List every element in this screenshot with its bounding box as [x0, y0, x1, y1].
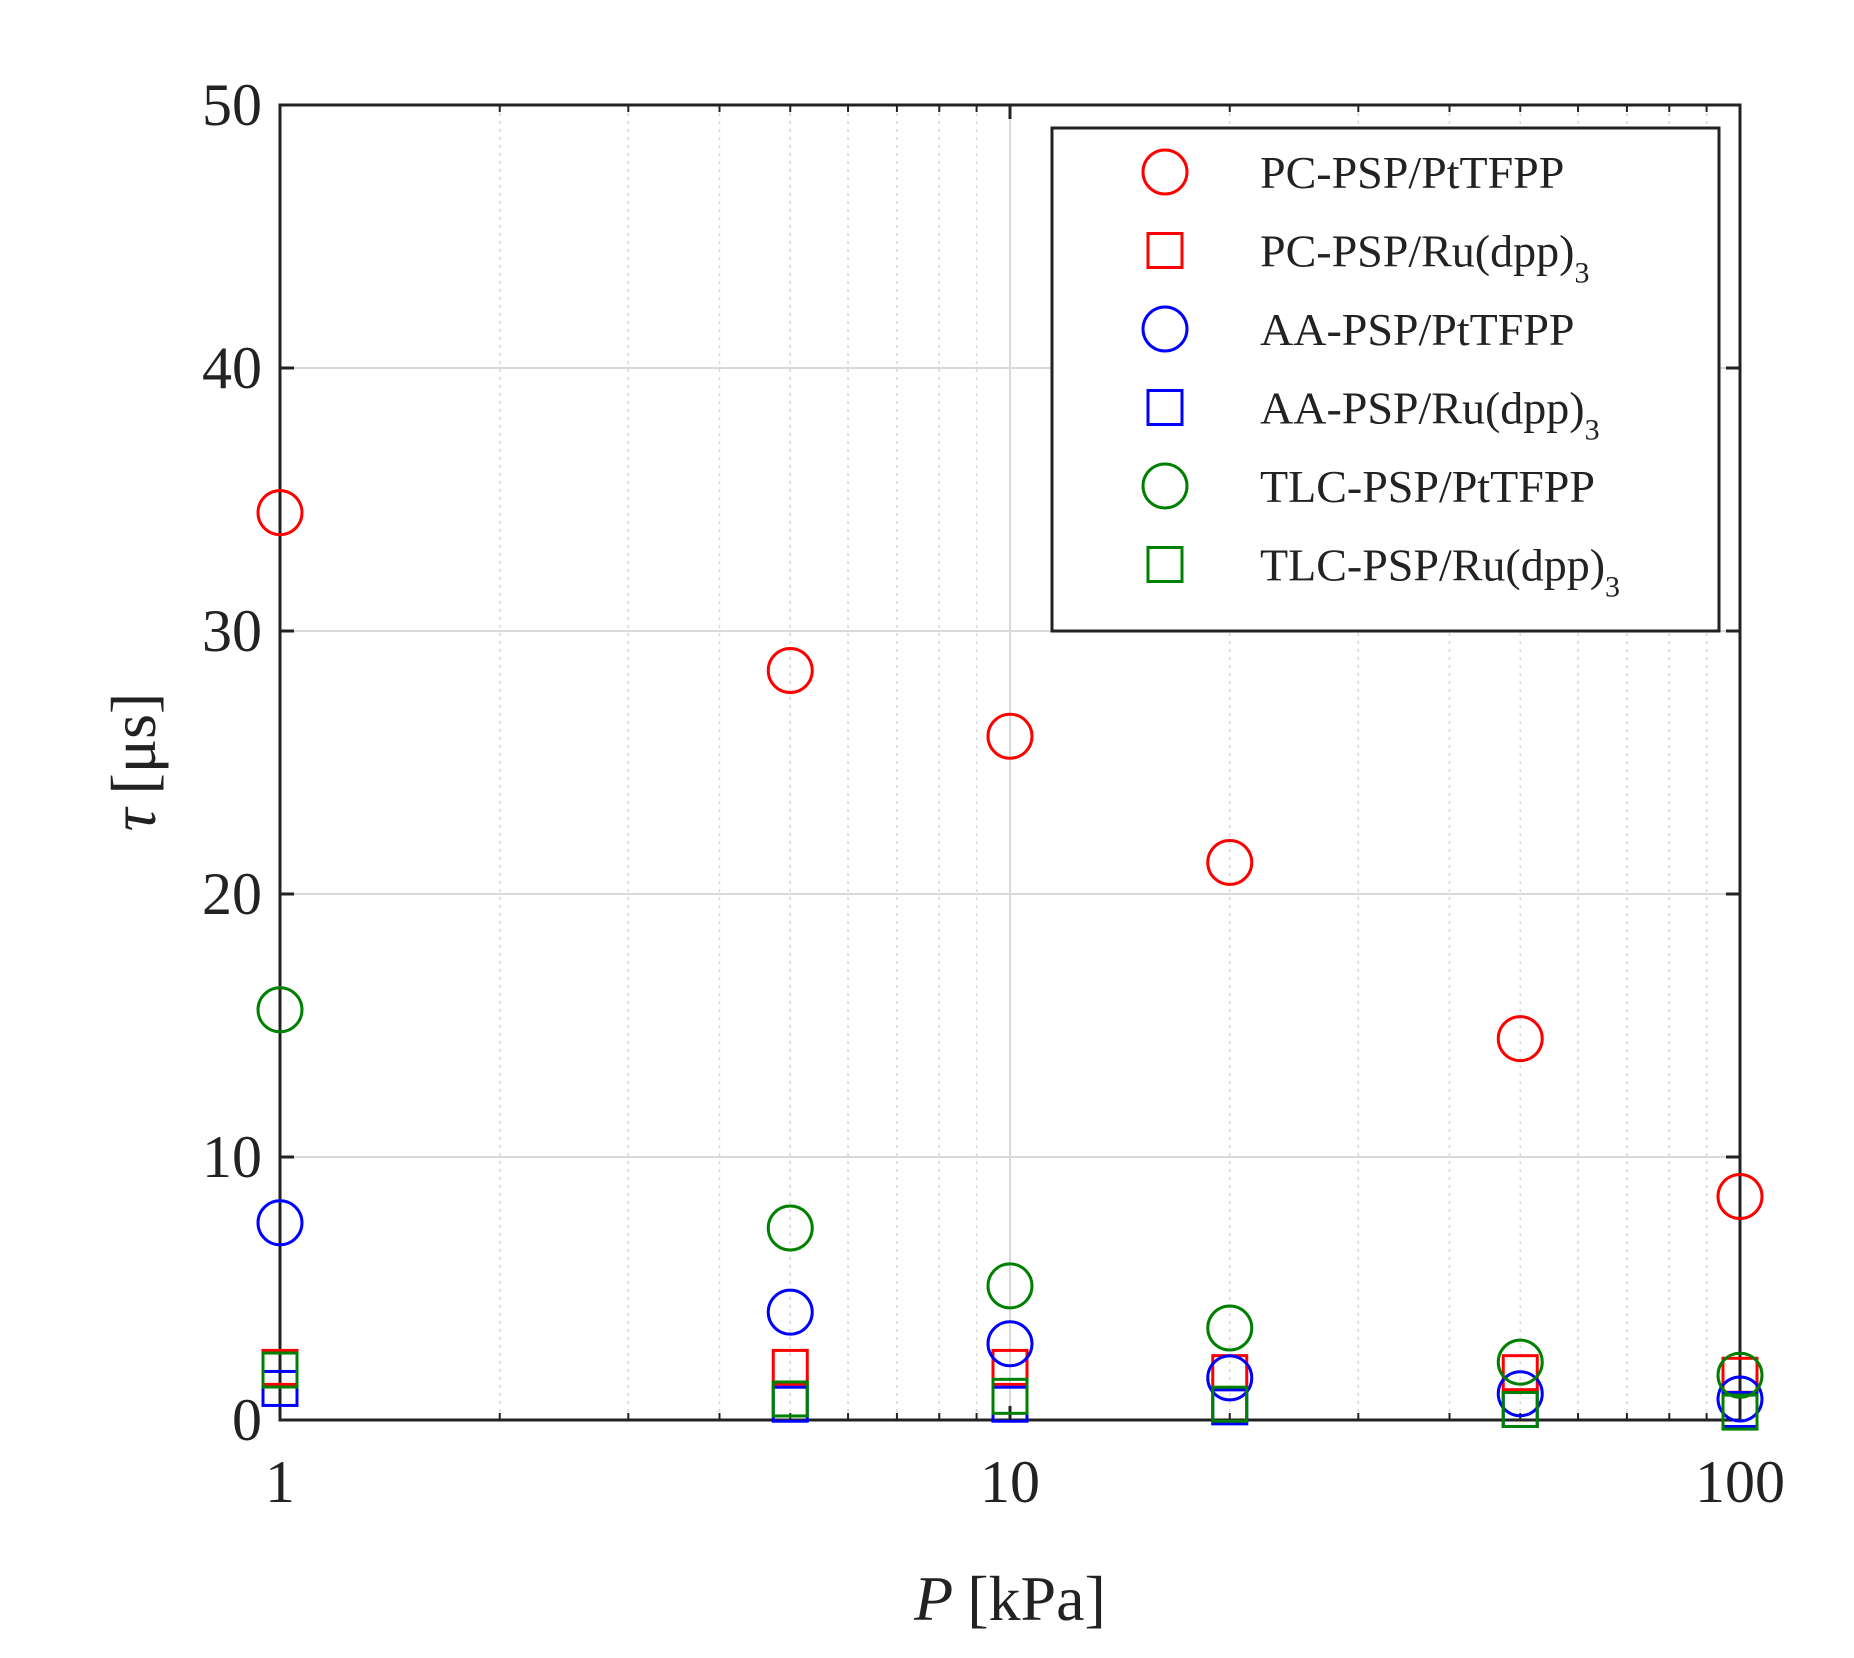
legend-label: TLC-PSP/PtTFPP: [1260, 461, 1595, 512]
series-aa-psp-pttfpp: [256, 1199, 1764, 1423]
data-point-circle: [986, 1320, 1034, 1368]
data-point-square: [991, 1348, 1029, 1386]
y-axis-label-variable: τ: [98, 806, 169, 831]
legend-label-main: AA-PSP/PtTFPP: [1260, 304, 1575, 355]
legend-label-main: AA-PSP/Ru(dpp): [1260, 383, 1585, 434]
data-point-square: [771, 1380, 809, 1418]
data-point-square: [1501, 1390, 1539, 1428]
y-tick-label: 40: [202, 335, 262, 401]
legend-marker-circle: [1141, 305, 1189, 353]
legend-item: AA-PSP/PtTFPP: [1141, 304, 1575, 355]
data-point-square: [991, 1377, 1029, 1415]
legend-marker-circle: [1141, 462, 1189, 510]
tick-labels: 0 10 20 30 40 50 1 10 100: [202, 72, 1785, 1515]
data-point-square: [1211, 1385, 1249, 1423]
data-point-square: [771, 1348, 809, 1386]
legend-label: PC-PSP/PtTFPP: [1260, 147, 1564, 198]
x-axis-label-variable: P: [913, 1563, 953, 1634]
legend-label: TLC-PSP/Ru(dpp)3: [1260, 540, 1620, 604]
legend: PC-PSP/PtTFPPPC-PSP/Ru(dpp)3AA-PSP/PtTFP…: [1050, 126, 1721, 633]
legend-label-main: TLC-PSP/Ru(dpp): [1260, 540, 1605, 591]
x-axis-label: P [kPa]: [913, 1563, 1106, 1634]
data-point-circle: [1206, 1354, 1254, 1402]
y-axis-label: τ [μs]: [98, 693, 169, 832]
x-tick-label: 100: [1695, 1449, 1785, 1515]
series-tlc-psp-pttfpp: [256, 986, 1764, 1399]
legend-marker-square: [1146, 546, 1184, 583]
data-point-circle: [1206, 838, 1254, 886]
legend-item: PC-PSP/PtTFPP: [1141, 147, 1564, 198]
x-tick-label: 10: [980, 1449, 1040, 1515]
data-point-circle: [1716, 1375, 1764, 1423]
data-point-circle: [986, 712, 1034, 760]
legend-item: TLC-PSP/Ru(dpp)3: [1146, 540, 1620, 604]
data-point-circle: [1206, 1304, 1254, 1352]
data-point-circle: [766, 1204, 814, 1252]
legend-label-subscript: 3: [1585, 414, 1600, 447]
y-tick-label: 30: [202, 598, 262, 664]
data-point-circle: [766, 646, 814, 694]
data-point-circle: [1496, 1370, 1544, 1418]
data-point-square: [1721, 1393, 1759, 1431]
data-point-circle: [1716, 1351, 1764, 1399]
data-point-circle: [1716, 1172, 1764, 1220]
legend-marker-square: [1146, 232, 1184, 269]
y-tick-label: 50: [202, 72, 262, 138]
data-point-circle: [766, 1288, 814, 1336]
x-axis-label-unit: [kPa]: [967, 1563, 1106, 1634]
data-points: [256, 489, 1764, 1431]
legend-label-main: PC-PSP/PtTFPP: [1260, 147, 1564, 198]
y-tick-label: 10: [202, 1124, 262, 1190]
data-point-circle: [256, 1199, 304, 1247]
legend-item: AA-PSP/Ru(dpp)3: [1146, 383, 1600, 447]
legend-label: AA-PSP/Ru(dpp)3: [1260, 383, 1600, 447]
series-pc-psp-pttfpp: [256, 489, 1764, 1220]
y-tick-label: 20: [202, 861, 262, 927]
legend-label-main: TLC-PSP/PtTFPP: [1260, 461, 1595, 512]
y-axis-label-unit: [μs]: [98, 693, 169, 795]
legend-marker-circle: [1141, 148, 1189, 196]
legend-label-subscript: 3: [1574, 257, 1589, 290]
y-tick-label: 0: [232, 1387, 262, 1453]
data-point-circle: [1496, 1015, 1544, 1063]
legend-item: PC-PSP/Ru(dpp)3: [1146, 226, 1589, 290]
series-tlc-psp-ru-dpp-3: [261, 1351, 1759, 1431]
data-point-circle: [986, 1262, 1034, 1310]
data-point-circle: [1496, 1338, 1544, 1386]
x-tick-label: 1: [265, 1449, 295, 1515]
legend-label-subscript: 3: [1605, 571, 1620, 604]
legend-label: AA-PSP/PtTFPP: [1260, 304, 1575, 355]
legend-label-main: PC-PSP/Ru(dpp): [1260, 226, 1574, 277]
data-point-circle: [256, 489, 304, 537]
data-point-square: [261, 1351, 299, 1389]
legend-label: PC-PSP/Ru(dpp)3: [1260, 226, 1589, 290]
legend-marker-square: [1146, 389, 1184, 426]
data-point-square: [1501, 1354, 1539, 1392]
data-point-circle: [256, 986, 304, 1034]
legend-item: TLC-PSP/PtTFPP: [1141, 461, 1595, 512]
